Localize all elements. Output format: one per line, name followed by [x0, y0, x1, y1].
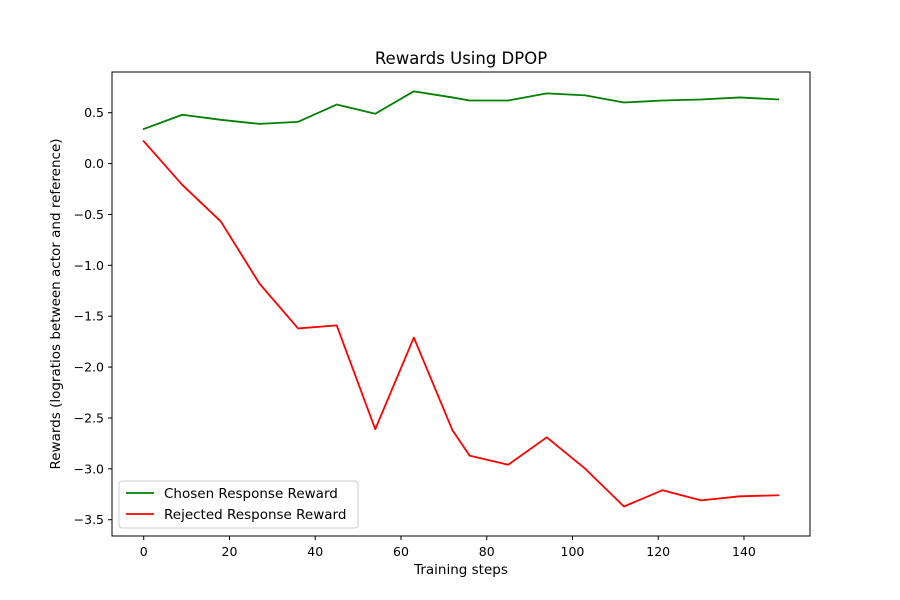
y-axis-label: Rewards (logratios between actor and ref…: [48, 138, 64, 469]
y-tick-label: −2.5: [74, 410, 104, 425]
y-tick-label: −3.5: [74, 512, 104, 527]
x-tick-label: 120: [646, 544, 670, 559]
y-axis: −3.5 −3.0 −2.5 −2.0 −1.5 −1.0 −0.5 0.0 0.5: [74, 105, 112, 527]
x-tick-label: 40: [307, 544, 323, 559]
legend: Chosen Response Reward Rejected Response…: [118, 480, 359, 529]
plot-layer: [142, 90, 780, 508]
legend-label-chosen: Chosen Response Reward: [164, 486, 338, 502]
x-tick-label: 100: [561, 544, 585, 559]
y-tick-label: 0.5: [84, 105, 104, 120]
legend-label-rejected: Rejected Response Reward: [164, 507, 346, 523]
y-tick-label: −1.5: [74, 309, 104, 324]
x-tick-label: 0: [140, 544, 148, 559]
y-tick-label: 0.0: [84, 156, 104, 171]
x-tick-label: 80: [479, 544, 495, 559]
series-line-rejected: [142, 139, 780, 508]
series-line-chosen: [142, 90, 780, 131]
y-tick-label: −0.5: [74, 207, 104, 222]
y-tick-label: −1.0: [74, 258, 104, 273]
x-tick-label: 20: [222, 544, 238, 559]
x-axis: 0 20 40 60 80 100 120 140: [140, 536, 756, 559]
x-tick-label: 60: [393, 544, 409, 559]
plot-frame: [111, 71, 811, 537]
chart-title: Rewards Using DPOP: [375, 49, 547, 68]
x-tick-label: 140: [732, 544, 756, 559]
y-tick-label: −2.0: [74, 360, 104, 375]
y-tick-label: −3.0: [74, 461, 104, 476]
x-axis-label: Training steps: [413, 562, 508, 578]
legend-box: [118, 480, 359, 529]
